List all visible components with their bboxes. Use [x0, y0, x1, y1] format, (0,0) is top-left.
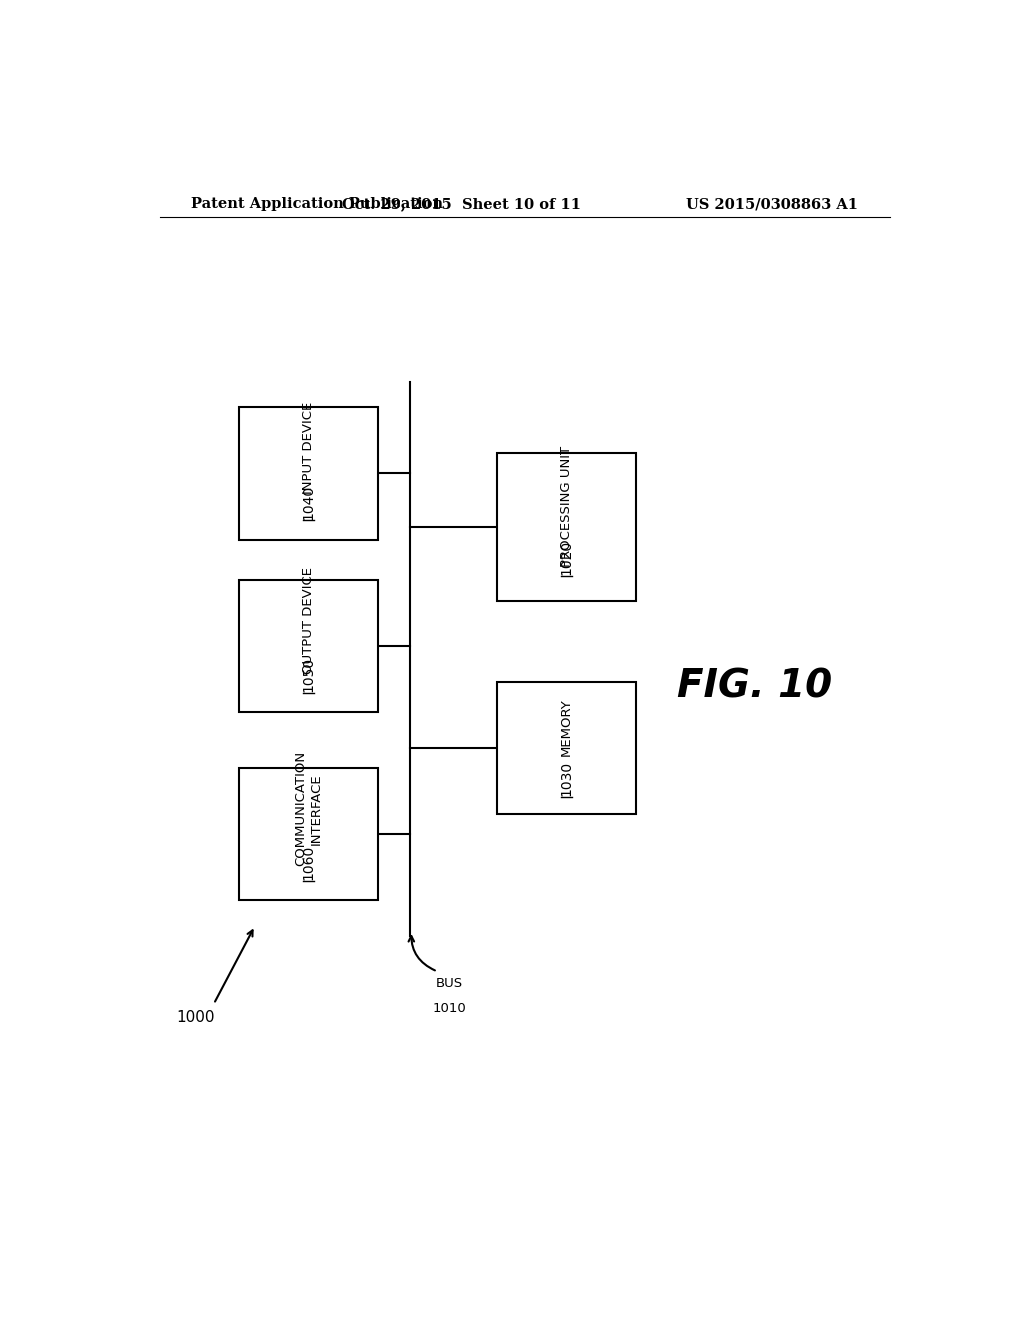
Text: Patent Application Publication: Patent Application Publication [191, 197, 443, 211]
Text: MEMORY: MEMORY [560, 698, 573, 756]
Text: 1050: 1050 [301, 657, 315, 692]
Text: Oct. 29, 2015  Sheet 10 of 11: Oct. 29, 2015 Sheet 10 of 11 [342, 197, 581, 211]
Text: 1020: 1020 [559, 540, 573, 576]
Text: 1030: 1030 [559, 760, 573, 796]
FancyBboxPatch shape [240, 768, 378, 900]
FancyBboxPatch shape [497, 682, 636, 814]
FancyBboxPatch shape [497, 453, 636, 601]
Text: 1010: 1010 [432, 1002, 466, 1015]
Text: 1040: 1040 [301, 484, 315, 520]
Text: 1060: 1060 [301, 845, 315, 880]
Text: US 2015/0308863 A1: US 2015/0308863 A1 [686, 197, 858, 211]
FancyBboxPatch shape [240, 408, 378, 540]
Text: COMMUNICATION
INTERFACE: COMMUNICATION INTERFACE [295, 751, 323, 866]
FancyBboxPatch shape [240, 581, 378, 713]
Text: FIG. 10: FIG. 10 [678, 668, 833, 706]
Text: 1000: 1000 [176, 1010, 215, 1024]
Text: OUTPUT DEVICE: OUTPUT DEVICE [302, 568, 315, 675]
Text: PROCESSING UNIT: PROCESSING UNIT [560, 446, 573, 568]
Text: BUS: BUS [436, 977, 463, 990]
Text: INPUT DEVICE: INPUT DEVICE [302, 403, 315, 494]
